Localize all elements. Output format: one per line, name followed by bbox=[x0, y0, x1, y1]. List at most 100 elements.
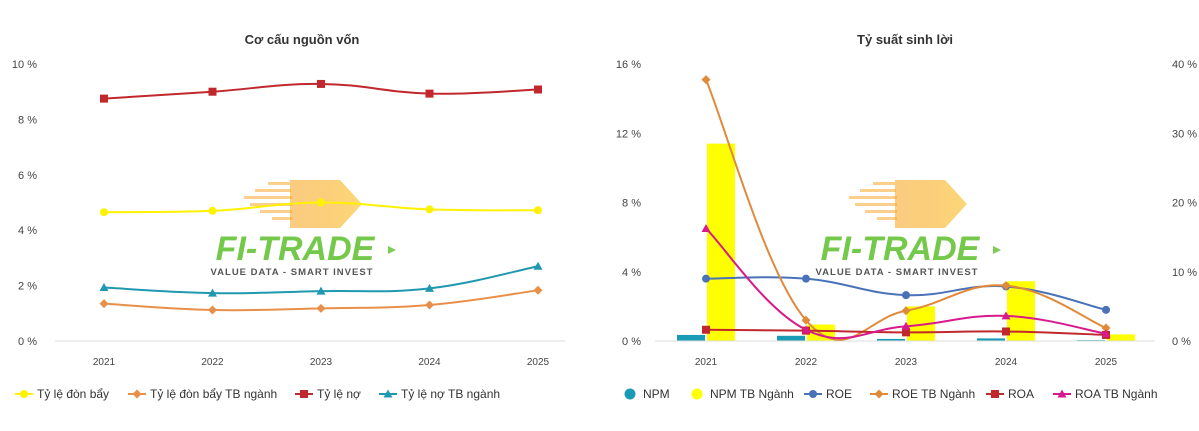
legend-icon bbox=[624, 388, 636, 400]
data-point bbox=[701, 75, 711, 85]
data-point bbox=[1002, 327, 1010, 336]
x-tick-label: 2023 bbox=[310, 357, 333, 368]
x-tick-label: 2023 bbox=[895, 357, 918, 368]
watermark-stripe bbox=[255, 189, 291, 192]
data-point bbox=[1101, 329, 1111, 338]
data-point bbox=[533, 285, 543, 295]
x-tick-label: 2022 bbox=[795, 357, 818, 368]
legend-icon bbox=[1053, 389, 1071, 398]
data-point bbox=[425, 300, 434, 310]
line-series-3 bbox=[701, 223, 1111, 340]
watermark-brand: FI-TRADE bbox=[821, 230, 981, 268]
y-tick-label: 4 % bbox=[18, 225, 37, 237]
y-tick-label: 8 % bbox=[622, 198, 641, 210]
bar bbox=[777, 335, 805, 341]
watermark-stripe bbox=[244, 196, 292, 199]
watermark-stripe bbox=[272, 217, 292, 220]
y-axis-right: 40 % 30 % 20 % 10 % 0 % bbox=[1172, 59, 1197, 348]
x-axis: 2021 2022 2023 2024 2025 bbox=[93, 357, 550, 368]
y-tick-label: 0 % bbox=[18, 336, 37, 348]
y2-tick-label: 30 % bbox=[1172, 128, 1197, 140]
legend-item-label: NPM TB Ngành bbox=[710, 387, 794, 401]
data-point bbox=[99, 299, 109, 309]
y-tick-label: 10 % bbox=[12, 59, 37, 71]
watermark-arrow-icon bbox=[388, 246, 396, 254]
series-line bbox=[705, 79, 1107, 341]
watermark-stripe bbox=[860, 189, 896, 192]
data-point bbox=[533, 261, 543, 270]
data-point bbox=[208, 305, 217, 315]
data-point bbox=[425, 205, 434, 214]
watermark-brand: FI-TRADE bbox=[216, 230, 376, 268]
data-point bbox=[902, 291, 910, 300]
y2-tick-label: 20 % bbox=[1172, 198, 1197, 210]
legend-icon bbox=[295, 390, 313, 398]
x-tick-label: 2022 bbox=[201, 357, 224, 368]
watermark-stripe bbox=[855, 203, 897, 206]
legend: Tỷ lệ đòn bẩy Tỷ lệ đòn bẩy TB ngành Tỷ lệ… bbox=[15, 387, 500, 401]
data-point bbox=[1101, 323, 1111, 333]
y-axis-left: 16 % 12 % 8 % 4 % 0 % bbox=[616, 59, 1155, 348]
legend-icon bbox=[691, 388, 703, 400]
data-point bbox=[701, 223, 711, 232]
bar bbox=[1107, 334, 1135, 341]
watermark-stripe bbox=[268, 182, 290, 185]
data-point bbox=[317, 198, 325, 207]
line-series-1 bbox=[701, 75, 1111, 341]
legend: NPM NPM TB Ngành ROE ROE TB Ngành ROA ROA TB … bbox=[624, 387, 1158, 401]
data-point bbox=[702, 274, 710, 283]
y-tick-label: 16 % bbox=[616, 59, 641, 71]
watermark-stripe bbox=[877, 217, 897, 220]
y-tick-label: 8 % bbox=[18, 114, 37, 126]
series-1 bbox=[99, 285, 543, 315]
data-point bbox=[100, 94, 108, 103]
data-point bbox=[100, 208, 108, 217]
legend-icon bbox=[804, 390, 822, 398]
legend-item-label: Tỷ lệ đòn bẩy TB ngành bbox=[150, 387, 277, 401]
data-point bbox=[1102, 305, 1110, 314]
series-0 bbox=[100, 198, 542, 217]
x-tick-label: 2021 bbox=[93, 357, 116, 368]
watermark-tagline: VALUE DATA - SMART INVEST bbox=[816, 267, 979, 278]
plot-area bbox=[99, 79, 543, 315]
data-point bbox=[901, 321, 911, 330]
legend-icon bbox=[379, 389, 397, 398]
bar bbox=[977, 338, 1005, 341]
data-point bbox=[1001, 311, 1011, 320]
legend-marker bbox=[991, 390, 999, 398]
legend-icon bbox=[986, 390, 1004, 398]
legend-marker bbox=[691, 388, 703, 400]
legend-icon bbox=[15, 390, 33, 398]
x-tick-label: 2024 bbox=[995, 357, 1018, 368]
plot-area bbox=[701, 75, 1111, 341]
y2-tick-label: 0 % bbox=[1172, 336, 1191, 348]
legend-marker bbox=[383, 389, 393, 398]
data-point bbox=[801, 325, 811, 334]
data-point bbox=[901, 306, 911, 316]
data-point bbox=[1001, 281, 1011, 291]
legend-marker bbox=[624, 388, 636, 400]
data-point bbox=[316, 286, 326, 295]
data-point bbox=[208, 206, 217, 215]
data-point bbox=[702, 325, 710, 334]
data-point bbox=[534, 206, 542, 215]
data-point bbox=[802, 274, 810, 283]
legend-marker bbox=[300, 390, 308, 398]
data-point bbox=[534, 85, 542, 94]
bar bbox=[677, 334, 705, 341]
watermark-arrow-shape bbox=[895, 180, 967, 228]
x-tick-label: 2021 bbox=[695, 357, 718, 368]
bar bbox=[877, 338, 905, 341]
data-point bbox=[801, 315, 811, 325]
data-point bbox=[425, 283, 434, 292]
legend-item-label: ROE TB Ngành bbox=[892, 387, 975, 401]
line-series-0 bbox=[702, 274, 1110, 314]
watermark-stripe bbox=[260, 210, 292, 213]
data-point bbox=[208, 87, 217, 96]
data-point bbox=[316, 303, 326, 313]
series-2 bbox=[100, 79, 542, 103]
y-tick-label: 2 % bbox=[18, 281, 37, 293]
